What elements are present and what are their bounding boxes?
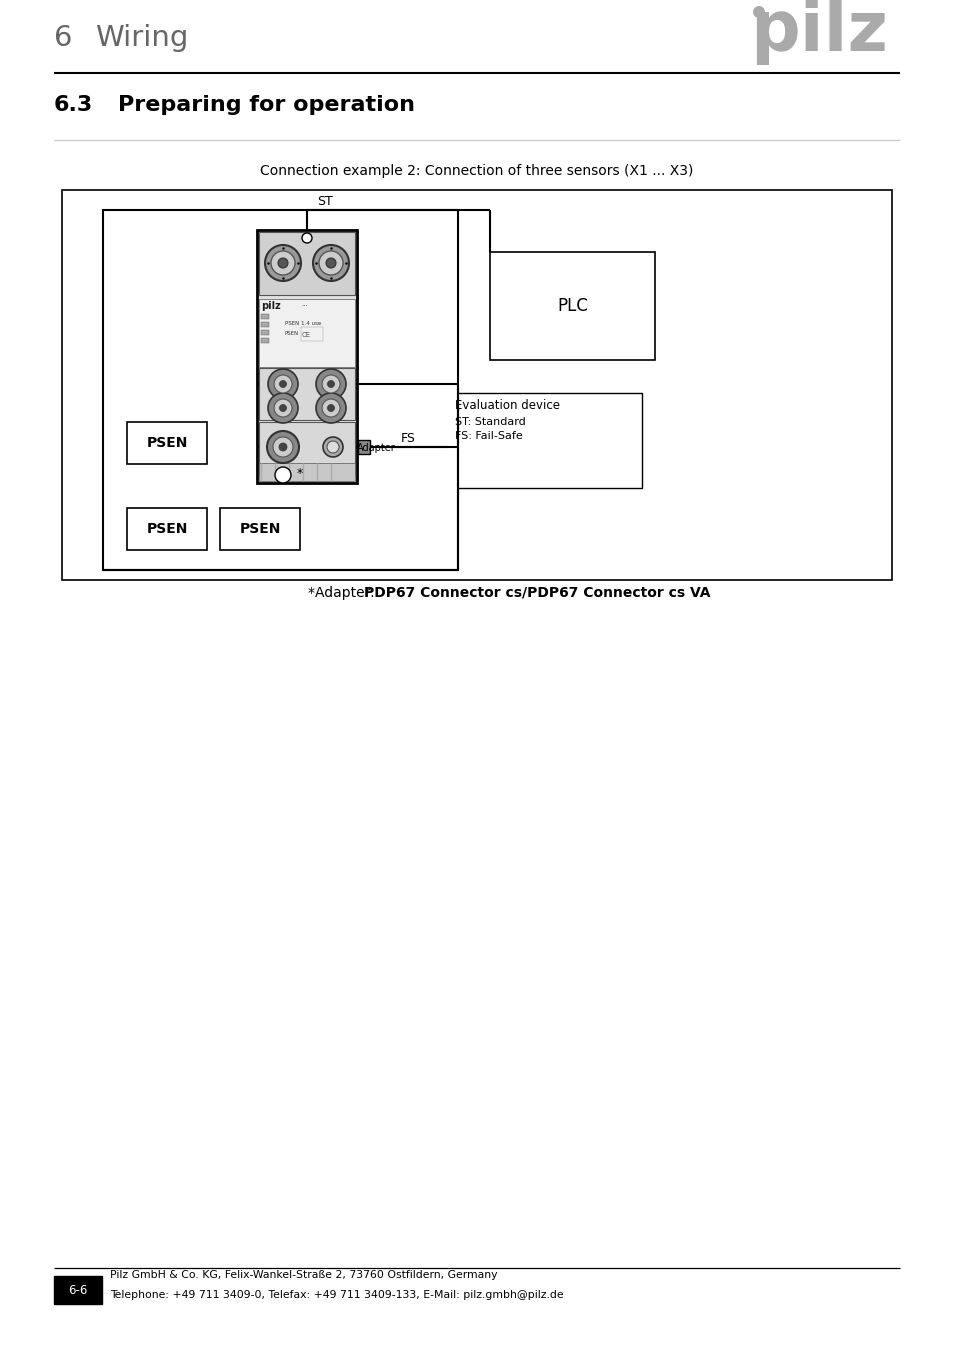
Text: PSEN: PSEN [239,522,280,536]
Text: ST: ST [316,194,333,208]
Text: pilz: pilz [261,301,280,310]
Text: 6.3: 6.3 [54,95,93,115]
Circle shape [318,251,343,275]
Bar [54,1276,102,1304]
Circle shape [322,400,339,417]
Bar [258,232,355,296]
Bar [258,463,355,481]
Circle shape [279,381,286,387]
Bar [258,298,355,367]
Bar [447,393,641,487]
Bar [220,508,299,549]
Text: ST: Standard: ST: Standard [455,417,525,427]
Circle shape [268,369,297,400]
Circle shape [278,443,287,451]
Text: CE: CE [302,332,311,338]
Bar [256,230,356,483]
Bar [258,369,355,420]
Circle shape [327,381,335,387]
Text: Preparing for operation: Preparing for operation [118,95,415,115]
Bar [357,440,370,454]
Circle shape [267,431,298,463]
Bar [301,327,323,342]
Text: Telephone: +49 711 3409-0, Telefax: +49 711 3409-133, E-Mail: pilz.gmbh@pilz.de: Telephone: +49 711 3409-0, Telefax: +49 … [110,1291,563,1300]
Circle shape [326,258,335,269]
Text: Wiring: Wiring [95,24,188,53]
Bar [261,323,269,327]
Circle shape [274,467,291,483]
Bar [258,423,355,475]
Text: *: * [296,467,303,481]
Text: ...: ... [301,301,308,306]
Text: Connection example 2: Connection of three sensors (X1 ... X3): Connection example 2: Connection of thre… [260,163,693,178]
Text: FS: Fail-Safe: FS: Fail-Safe [455,431,522,441]
Circle shape [268,393,297,423]
Circle shape [315,369,346,400]
Bar [62,190,891,580]
Bar [103,211,457,570]
Text: PSEN: PSEN [285,331,299,336]
Text: FS: FS [400,432,416,446]
Circle shape [327,441,338,454]
Text: Adapter: Adapter [356,443,395,454]
Text: Evaluation device: Evaluation device [455,400,559,412]
Circle shape [323,437,343,458]
Text: PSEN 1.4 use: PSEN 1.4 use [285,321,321,325]
Circle shape [265,244,301,281]
Circle shape [302,234,312,243]
Text: PSEN: PSEN [146,436,188,450]
Bar [261,329,269,335]
Text: PDP67 Connector cs/PDP67 Connector cs VA: PDP67 Connector cs/PDP67 Connector cs VA [364,586,710,599]
Circle shape [752,5,764,18]
Text: *Adapter:: *Adapter: [308,586,378,599]
Circle shape [313,244,349,281]
Text: PLC: PLC [557,297,587,315]
Text: pilz: pilz [749,0,887,65]
Text: 6-6: 6-6 [69,1284,88,1296]
Circle shape [277,258,288,269]
Circle shape [322,375,339,393]
Circle shape [279,405,286,412]
Text: Pilz GmbH & Co. KG, Felix-Wankel-Straße 2, 73760 Ostfildern, Germany: Pilz GmbH & Co. KG, Felix-Wankel-Straße … [110,1270,497,1280]
Bar [490,252,655,360]
Text: PSEN: PSEN [146,522,188,536]
Circle shape [327,405,335,412]
Circle shape [271,251,294,275]
Text: 6: 6 [54,24,72,53]
Circle shape [273,437,293,458]
Circle shape [315,393,346,423]
Circle shape [274,375,292,393]
Bar [261,338,269,343]
Circle shape [274,400,292,417]
Bar [261,315,269,319]
Bar [127,423,207,464]
Bar [127,508,207,549]
